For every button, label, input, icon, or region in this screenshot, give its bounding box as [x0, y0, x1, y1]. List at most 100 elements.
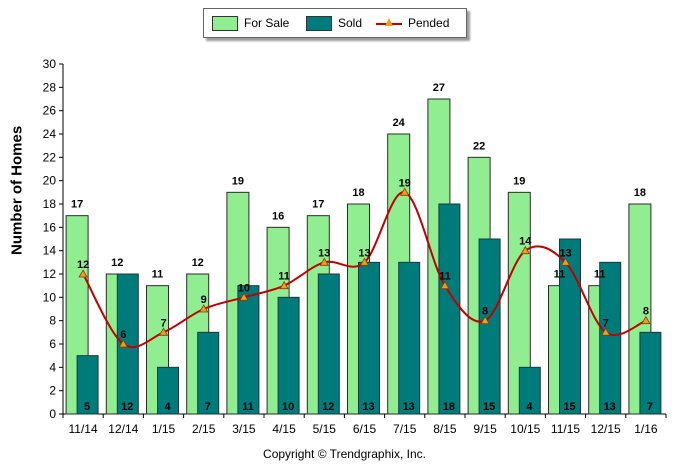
legend-item-sold: Sold	[306, 9, 362, 37]
point-pended	[118, 339, 128, 348]
x-tick-label: 1/16	[634, 422, 658, 436]
bar-sold	[197, 331, 220, 415]
point-pended	[480, 315, 490, 325]
legend-label-sold: Sold	[338, 16, 363, 30]
data-label-sold: 11	[242, 401, 254, 413]
x-tick-label: 5/15	[313, 422, 337, 436]
y-tick-label: 24	[43, 127, 57, 141]
x-tick-label: 3/15	[232, 422, 256, 436]
point-pended	[440, 280, 450, 290]
point-pended	[641, 315, 651, 325]
bar-sold	[599, 261, 622, 415]
bar-sold	[518, 366, 541, 415]
data-label-for-sale: 12	[192, 257, 204, 269]
point-pended	[601, 327, 611, 336]
data-label-pended: 8	[482, 306, 488, 318]
data-label-pended: 7	[160, 317, 166, 329]
y-tick-label: 14	[43, 244, 57, 258]
data-label-pended: 14	[519, 236, 532, 248]
legend-item-pended: Pended	[376, 9, 449, 37]
data-label-for-sale: 11	[594, 269, 606, 281]
y-axis-label: Number of Homes	[8, 125, 26, 255]
series-line-pended	[82, 191, 647, 349]
data-label-for-sale: 27	[433, 82, 445, 94]
data-label-sold: 18	[443, 401, 455, 413]
data-label-sold: 4	[526, 401, 533, 413]
data-label-sold: 10	[282, 401, 294, 413]
bar-sold	[317, 273, 340, 415]
y-tick-label: 28	[43, 80, 57, 94]
data-label-pended: 13	[318, 247, 330, 259]
legend-label-pended: Pended	[408, 16, 450, 30]
data-label-pended: 11	[278, 271, 290, 283]
data-label-sold: 15	[483, 401, 495, 413]
point-pended	[359, 257, 370, 266]
data-label-sold: 13	[403, 401, 415, 413]
y-tick-label: 10	[43, 290, 57, 304]
data-label-for-sale: 19	[513, 175, 525, 187]
legend-label-for-sale: For Sale	[244, 16, 290, 30]
y-tick-label: 20	[43, 174, 57, 188]
legend: For Sale Sold Pended	[203, 8, 467, 38]
bar-sold	[438, 203, 461, 415]
x-tick-label: 8/15	[433, 422, 457, 436]
y-tick-label: 30	[43, 57, 57, 71]
y-tick-label: 6	[49, 337, 56, 351]
legend-swatch-sold	[306, 15, 332, 31]
bar-sold	[478, 238, 501, 415]
data-label-for-sale: 11	[554, 269, 566, 281]
bar-sold	[76, 355, 99, 415]
bar-sold	[559, 238, 581, 415]
x-tick-label: 11/15	[551, 422, 580, 436]
bar-sold	[157, 366, 179, 415]
data-label-for-sale: 17	[71, 199, 83, 211]
bar-sold	[639, 331, 662, 415]
data-label-for-sale: 18	[352, 187, 364, 199]
data-label-sold: 15	[563, 401, 575, 413]
data-label-sold: 13	[604, 401, 616, 413]
data-label-sold: 5	[84, 401, 90, 413]
point-pended	[158, 327, 169, 336]
data-label-for-sale: 17	[312, 199, 324, 211]
data-label-pended: 13	[358, 247, 370, 259]
data-label-pended: 8	[643, 306, 649, 318]
bar-sold	[398, 261, 421, 415]
x-tick-label: 1/15	[152, 422, 176, 436]
data-label-sold: 13	[362, 401, 374, 413]
y-tick-label: 26	[43, 104, 57, 118]
x-tick-label: 6/15	[353, 422, 377, 436]
x-tick-label: 2/15	[192, 422, 216, 436]
point-pended	[239, 292, 249, 301]
point-pended	[319, 257, 329, 266]
data-label-sold: 4	[164, 401, 171, 413]
data-label-for-sale: 18	[634, 187, 646, 199]
data-label-sold: 12	[121, 401, 133, 413]
data-label-sold: 12	[322, 401, 334, 413]
y-tick-label: 22	[43, 150, 57, 164]
data-label-for-sale: 19	[232, 175, 244, 187]
data-label-for-sale: 11	[152, 269, 164, 281]
x-tick-label: 12/15	[591, 422, 621, 436]
y-tick-label: 2	[49, 384, 56, 398]
x-tick-label: 10/15	[510, 422, 540, 436]
y-tick-label: 8	[49, 314, 56, 328]
legend-swatch-for-sale	[212, 15, 238, 31]
bar-sold	[358, 261, 380, 415]
data-label-pended: 6	[120, 329, 126, 341]
y-tick-label: 4	[49, 360, 56, 374]
data-label-sold: 7	[647, 401, 653, 413]
data-label-pended: 10	[238, 282, 250, 294]
y-tick-label: 16	[43, 220, 57, 234]
x-tick-label: 7/15	[393, 422, 417, 436]
data-label-pended: 7	[603, 317, 609, 329]
point-pended	[400, 187, 410, 196]
data-label-pended: 11	[439, 271, 451, 283]
y-tick-label: 18	[43, 197, 57, 211]
x-tick-label: 4/15	[272, 422, 296, 436]
y-tick-label: 0	[49, 407, 56, 421]
point-pended	[199, 304, 209, 313]
bar-sold	[237, 285, 260, 415]
y-tick-label: 12	[43, 267, 57, 281]
